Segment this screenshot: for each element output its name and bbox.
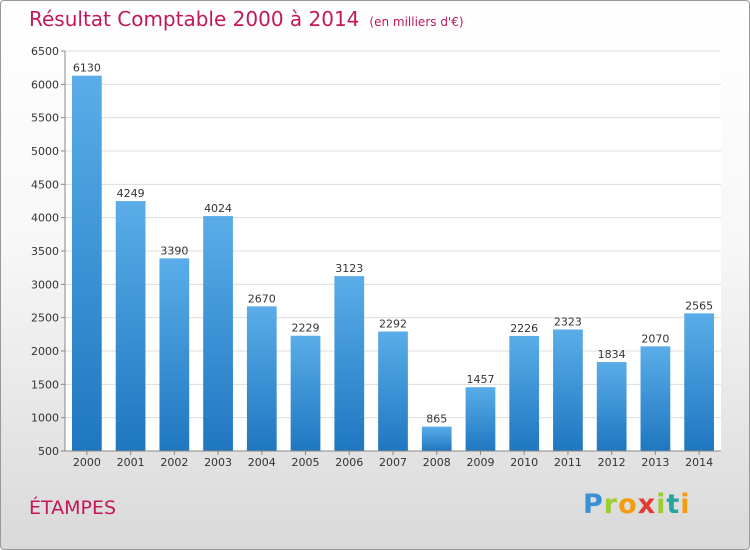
data-label-2007: 2292: [379, 318, 407, 331]
data-label-2014: 2565: [685, 299, 713, 312]
data-label-2005: 2229: [292, 322, 320, 335]
y-tick-label: 4000: [31, 212, 59, 225]
data-label-2008: 865: [426, 413, 447, 426]
x-tick-label: 2014: [685, 456, 713, 469]
logo-letter: P: [583, 489, 604, 520]
bar-2007: [378, 331, 408, 451]
bar-2000: [71, 75, 102, 452]
y-tick-label: 1500: [31, 378, 59, 391]
chart-subtitle: (en milliers d'€): [369, 15, 464, 29]
logo-letter: o: [618, 489, 638, 520]
data-label-2000: 6130: [73, 62, 101, 75]
data-label-2006: 3123: [335, 262, 363, 275]
y-tick-label: 500: [38, 445, 59, 458]
data-label-2013: 2070: [641, 332, 669, 345]
bar-2004: [246, 306, 277, 451]
y-tick-label: 5000: [31, 145, 59, 158]
logo-letter: i: [680, 489, 691, 520]
logo-letter: x: [637, 489, 657, 520]
chart-title: Résultat Comptable 2000 à 2014 (en millie…: [29, 7, 464, 31]
y-tick-label: 1000: [31, 412, 59, 425]
data-label-2003: 4024: [204, 202, 232, 215]
x-tick-label: 2009: [466, 456, 494, 469]
data-label-2010: 2226: [510, 322, 538, 335]
bar-2013: [640, 346, 671, 451]
y-tick-label: 3000: [31, 278, 59, 291]
data-label-2009: 1457: [466, 373, 494, 386]
bar-2003: [203, 216, 233, 451]
y-tick-label: 5500: [31, 112, 59, 125]
data-label-2001: 4249: [117, 187, 145, 200]
y-tick-label: 4500: [31, 178, 59, 191]
y-tick-label: 2500: [31, 312, 59, 325]
x-tick-label: 2003: [204, 456, 232, 469]
data-label-2012: 1834: [598, 348, 626, 361]
x-tick-label: 2012: [598, 456, 626, 469]
y-tick-label: 3500: [31, 245, 59, 258]
bar-2012: [596, 362, 627, 451]
bar-2009: [465, 387, 496, 451]
x-tick-label: 2005: [292, 456, 320, 469]
y-tick-label: 6500: [31, 45, 59, 58]
bar-2011: [553, 329, 583, 451]
x-tick-label: 2008: [423, 456, 451, 469]
bar-2002: [159, 258, 190, 451]
logo-letter: i: [656, 489, 667, 520]
x-tick-label: 2001: [117, 456, 145, 469]
x-tick-label: 2006: [335, 456, 363, 469]
x-tick-label: 2000: [73, 456, 101, 469]
y-tick-label: 2000: [31, 345, 59, 358]
x-tick-label: 2010: [510, 456, 538, 469]
data-label-2004: 2670: [248, 292, 276, 305]
bar-2014: [684, 313, 715, 451]
bar-2008: [421, 426, 452, 451]
x-tick-label: 2007: [379, 456, 407, 469]
logo-letter: t: [666, 489, 681, 520]
data-label-2002: 3390: [160, 244, 188, 257]
data-label-2011: 2323: [554, 315, 582, 328]
bar-2001: [115, 201, 146, 451]
city-name: ÉTAMPES: [29, 497, 117, 519]
chart-title-text: Résultat Comptable 2000 à 2014: [29, 7, 360, 31]
x-tick-label: 2004: [248, 456, 276, 469]
y-tick-label: 6000: [31, 78, 59, 91]
x-tick-label: 2011: [554, 456, 582, 469]
x-tick-label: 2002: [160, 456, 188, 469]
bar-2010: [509, 335, 540, 451]
bar-2006: [334, 276, 365, 451]
x-tick-label: 2013: [641, 456, 669, 469]
logo-letter: r: [603, 489, 619, 520]
proxiti-logo: Proxiti: [583, 489, 691, 520]
bar-2005: [290, 335, 321, 451]
